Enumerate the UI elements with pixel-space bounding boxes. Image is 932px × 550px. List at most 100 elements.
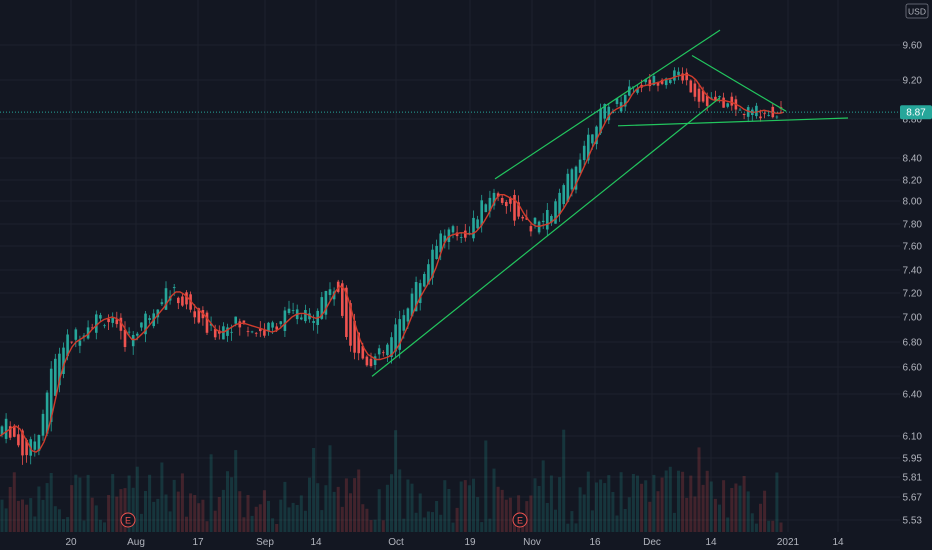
- price-axis[interactable]: 9.60 9.20 8.80 8.40 8.20 8.00 7.80 7.60 7.40 7.20…: [903, 41, 923, 527]
- candle-body: [156, 309, 160, 318]
- x-tick-label: 16: [589, 537, 601, 548]
- candle-body: [8, 426, 12, 438]
- volume-bar: [94, 505, 98, 532]
- volume-bar: [21, 499, 24, 532]
- candle-body: [365, 356, 369, 366]
- candle-body: [140, 322, 143, 328]
- candle-body: [587, 134, 590, 161]
- volume-bar: [353, 478, 357, 532]
- candle-body: [271, 322, 274, 328]
- candle-body: [267, 322, 270, 332]
- volume-bar: [771, 520, 775, 532]
- volume-bar: [172, 479, 176, 532]
- volume-bar: [160, 462, 164, 532]
- candle-body: [17, 434, 20, 446]
- volume-bar: [312, 448, 316, 532]
- candle-body: [410, 293, 414, 317]
- y-tick-label: 9.20: [903, 76, 923, 87]
- volume-bar: [385, 484, 389, 532]
- volume-bar: [455, 507, 459, 532]
- candle-body: [148, 318, 151, 320]
- time-axis[interactable]: 20 Aug 17 Sep 14 Oct 19 Nov 16 Dec 14 2021 14: [65, 537, 844, 548]
- x-tick-label: 14: [705, 537, 717, 548]
- channel-upper-trendline: [494, 29, 721, 180]
- volume-bar: [549, 475, 553, 532]
- volume-bar: [49, 473, 53, 532]
- volume-bar: [320, 510, 324, 532]
- volume-bar: [582, 494, 586, 532]
- volume-bar: [660, 477, 664, 532]
- volume-bar: [672, 512, 676, 532]
- candle-body: [414, 282, 418, 312]
- candle-body: [730, 96, 734, 106]
- volume-bar: [718, 504, 721, 532]
- volume-bar: [586, 471, 590, 532]
- x-tick-label: Aug: [127, 537, 145, 548]
- candle-body: [677, 71, 680, 75]
- y-tick-label: 7.60: [903, 242, 923, 253]
- volume-bar: [213, 510, 217, 532]
- candle-body: [341, 283, 344, 316]
- candle-body: [738, 109, 742, 111]
- volume-bar: [16, 500, 20, 532]
- volume-bar: [750, 513, 754, 532]
- candle-body: [447, 229, 451, 242]
- candle-body: [275, 326, 278, 330]
- volume-bar: [369, 520, 373, 532]
- candle-body: [78, 340, 82, 346]
- candle-body: [230, 331, 233, 333]
- volume-bar: [447, 489, 451, 532]
- candle-body: [328, 289, 332, 295]
- candle-body: [160, 302, 164, 305]
- candle-body: [759, 116, 762, 119]
- volume-bar: [246, 495, 250, 532]
- volume-bar: [74, 474, 78, 532]
- candle-body: [41, 413, 45, 436]
- candle-body: [435, 245, 438, 259]
- candle-body: [546, 210, 549, 230]
- candle-body: [312, 321, 315, 323]
- candle-body: [529, 226, 533, 232]
- candle-body: [591, 134, 594, 144]
- volume-bar: [418, 493, 422, 532]
- y-tick-label: 7.20: [903, 289, 923, 300]
- trendlines[interactable]: [371, 29, 849, 377]
- volume-bar: [209, 454, 213, 532]
- volume-bar: [779, 522, 783, 532]
- candle-body: [287, 308, 291, 313]
- candle-body: [185, 292, 188, 305]
- volume-bar: [730, 488, 734, 532]
- candle-body: [693, 83, 697, 97]
- volume-bar: [566, 523, 570, 532]
- volume-bar: [722, 480, 726, 532]
- volume-bar: [242, 517, 246, 532]
- volume-bar: [742, 476, 746, 532]
- candle-body: [382, 352, 385, 354]
- candle-body: [701, 90, 705, 102]
- volume-bar: [295, 505, 299, 532]
- volume-bar: [336, 486, 340, 532]
- current-price-badge: 8.87: [900, 105, 932, 120]
- currency-label: USD: [908, 7, 926, 17]
- candle-body: [451, 226, 455, 233]
- volume-bar: [316, 483, 320, 532]
- volume-bar: [631, 474, 635, 532]
- candle-body: [373, 356, 377, 365]
- candle-body: [406, 308, 410, 322]
- candle-body: [443, 235, 447, 243]
- volume-bar: [619, 472, 623, 532]
- volume-bar: [180, 473, 184, 532]
- y-tick-label: 5.95: [903, 454, 923, 465]
- candle-body: [566, 173, 570, 202]
- candle-body: [345, 287, 348, 337]
- volume-bar: [640, 483, 644, 532]
- y-tick-label: 8.20: [903, 176, 923, 187]
- volume-bar: [156, 498, 160, 532]
- volume-bar: [176, 491, 180, 532]
- candle-body: [197, 308, 201, 323]
- candle-body: [550, 216, 553, 223]
- candle-body: [222, 326, 225, 340]
- candle-body: [181, 296, 184, 306]
